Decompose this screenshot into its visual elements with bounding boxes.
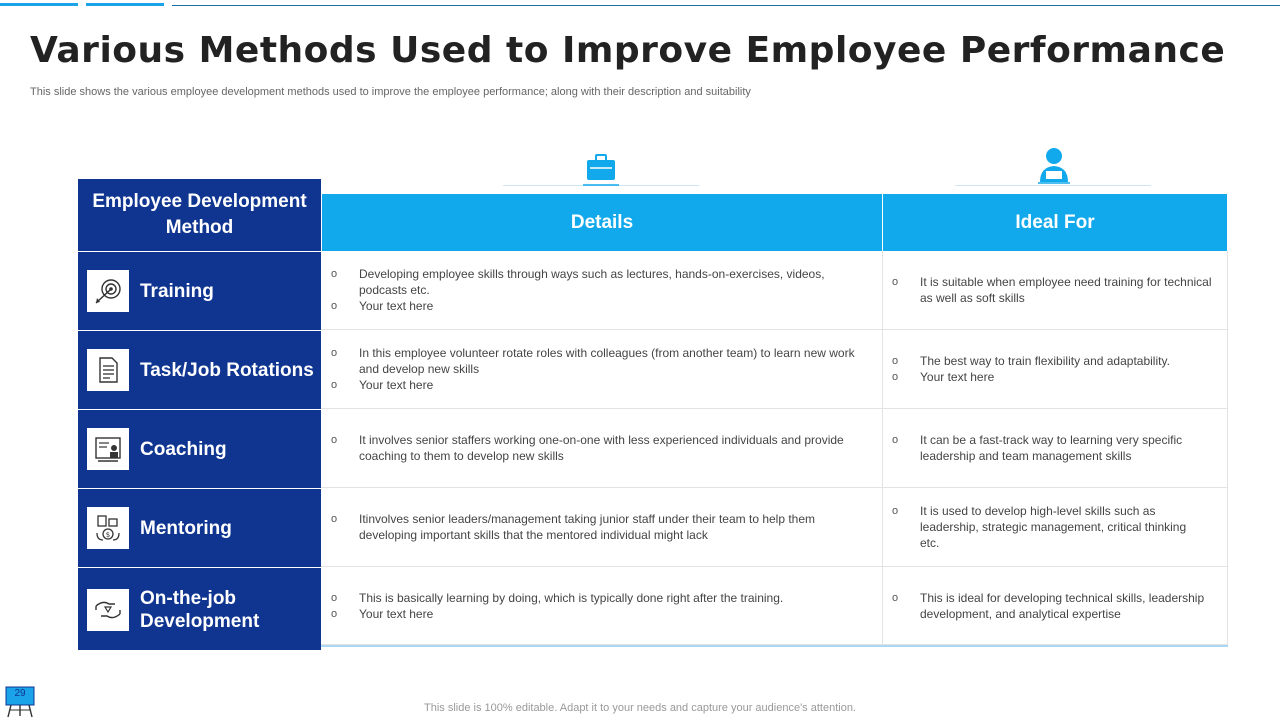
table-bottom-border [321,645,1228,647]
footer-note: This slide is 100% editable. Adapt it to… [424,702,856,714]
details-cell: This is basically learning by doing, whi… [321,567,883,645]
list-item: This is basically learning by doing, whi… [331,590,872,606]
ideal-cell: It can be a fast-track way to learning v… [883,409,1228,488]
list-item: This is ideal for developing technical s… [892,590,1217,622]
list-item: It can be a fast-track way to learning v… [892,432,1213,464]
ideal-cell: It is used to develop high-level skills … [883,488,1228,567]
method-row-task-job-rotations: Task/Job Rotations [78,330,321,409]
list-item: The best way to train flexibility and ad… [892,353,1213,369]
slide-number: 29 [14,688,26,699]
briefcase-icon [581,148,621,188]
hands-icon [87,588,129,631]
list-item: Your text here [892,369,1213,385]
method-row-on-the-job-development: On-the-job Development [78,567,321,651]
method-label: Training [140,280,214,302]
person-icon [1034,144,1074,184]
presentation-icon [87,428,129,470]
list-item: Itinvolves senior leaders/management tak… [331,511,868,543]
target-icon [87,270,129,312]
ideal-cell: This is ideal for developing technical s… [883,567,1228,645]
header-ideal-for: Ideal For [883,194,1227,251]
method-column-background [78,179,321,650]
header-method: Employee Development Method [92,191,307,238]
list-item: It is suitable when employee need traini… [892,274,1213,306]
method-row-mentoring: $ Mentoring [78,488,321,567]
method-label: Mentoring [140,517,232,539]
list-item: It is used to develop high-level skills … [892,503,1187,551]
list-item: In this employee volunteer rotate roles … [331,345,872,377]
ideal-cell: The best way to train flexibility and ad… [883,330,1228,409]
method-row-coaching: Coaching [78,409,321,488]
svg-text:$: $ [106,531,110,539]
method-label: On-the-job Development [140,587,260,632]
ideal-icon-underline [955,185,1151,186]
slide-number-badge: 29 [5,686,35,718]
list-item: Your text here [331,377,872,393]
method-label: Task/Job Rotations [140,359,314,381]
ideal-cell: It is suitable when employee need traini… [883,251,1228,330]
page-subtitle: This slide shows the various employee de… [30,86,751,98]
details-cell: It involves senior staffers working one-… [321,409,883,488]
list-item: It involves senior staffers working one-… [331,432,852,464]
top-accent-bar [0,0,1280,8]
page-title: Various Methods Used to Improve Employee… [30,30,1226,71]
details-cell: In this employee volunteer rotate roles … [321,330,883,409]
document-icon [87,349,129,391]
header-details: Details [322,194,882,251]
details-cell: Itinvolves senior leaders/management tak… [321,488,883,567]
method-label: Coaching [140,438,227,460]
details-cell: Developing employee skills through ways … [321,251,883,330]
method-row-training: Training [78,251,321,330]
list-item: Developing employee skills through ways … [331,266,872,298]
mentoring-icon: $ [87,507,129,549]
list-item: Your text here [331,298,872,314]
list-item: Your text here [331,606,872,622]
